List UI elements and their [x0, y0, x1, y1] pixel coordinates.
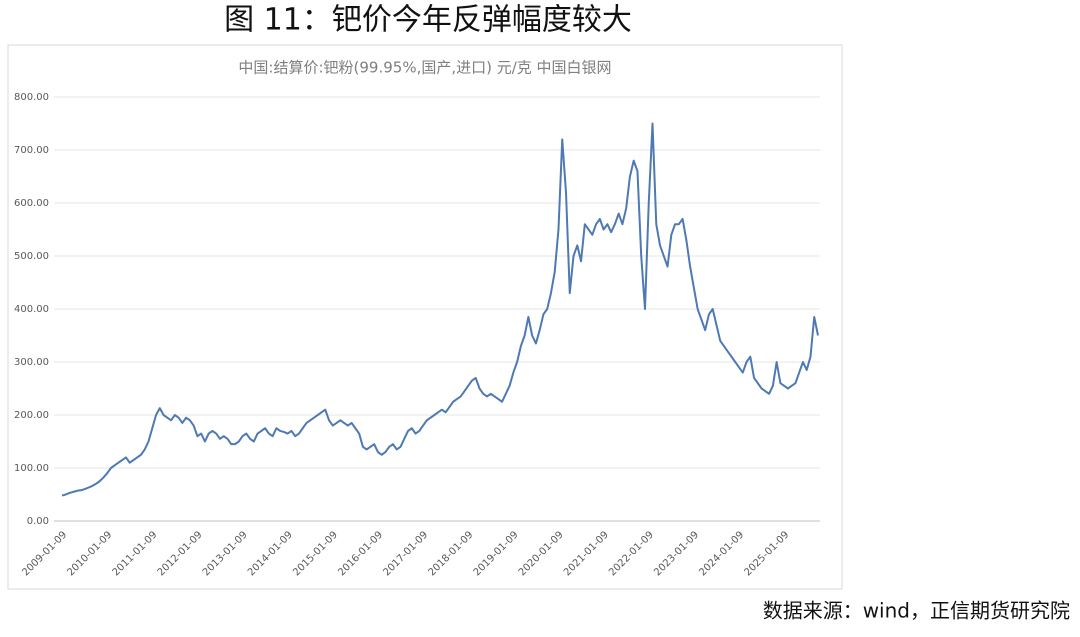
y-tick-label: 800.00	[14, 92, 49, 103]
chart-title: 中国:结算价:钯粉(99.95%,国产,进口) 元/克 中国白银网	[238, 59, 611, 77]
y-tick-label: 600.00	[14, 198, 49, 209]
y-tick-label: 200.00	[14, 410, 49, 421]
line	[61, 122, 819, 497]
y-tick-label: 400.00	[14, 304, 49, 315]
figure-title: 图 11：钯价今年反弹幅度较大	[224, 3, 632, 38]
y-tick-label: 700.00	[14, 145, 49, 156]
chart-frame	[7, 44, 843, 590]
y-tick-label: 300.00	[14, 357, 49, 368]
source: 数据来源：wind，正信期货研究院	[763, 599, 1070, 623]
y-tick-label: 500.00	[14, 251, 49, 262]
y-tick-label: 0.00	[27, 516, 49, 527]
y-tick-label: 100.00	[14, 463, 49, 474]
